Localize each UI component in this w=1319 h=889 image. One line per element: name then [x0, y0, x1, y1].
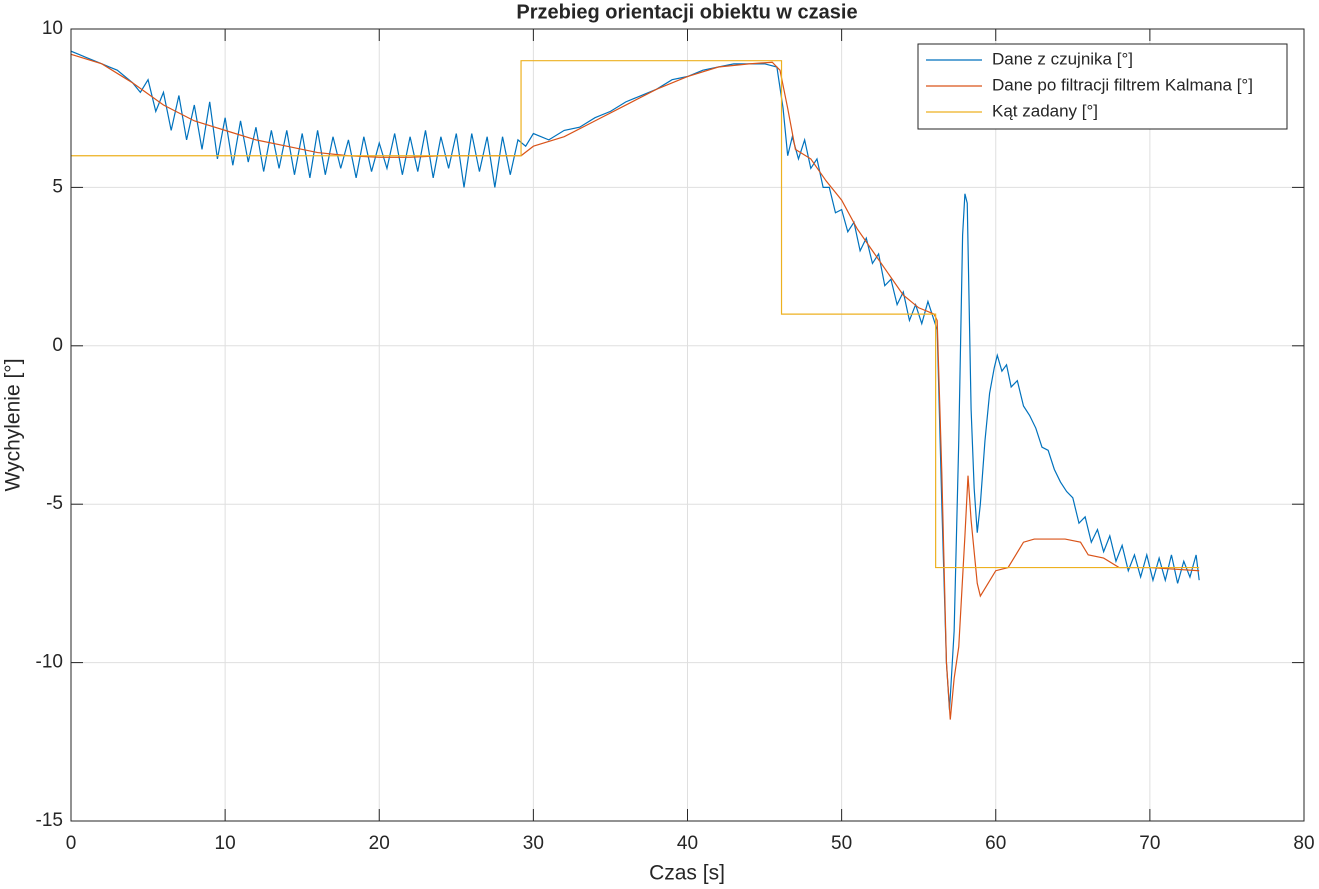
x-tick-label: 40: [677, 833, 698, 854]
x-tick-label: 30: [523, 833, 544, 854]
chart-title: Przebieg orientacji obiektu w czasie: [516, 1, 857, 23]
series-line: [70, 50, 1200, 711]
x-tick-label: 70: [1139, 833, 1160, 854]
y-tick-label: 10: [42, 18, 63, 39]
x-tick-label: 10: [215, 833, 236, 854]
y-tick-label: 0: [52, 335, 63, 356]
x-axis-label: Czas [s]: [649, 862, 725, 885]
series-line: [71, 60, 1200, 569]
legend-label: Dane z czujnika [°]: [992, 49, 1133, 68]
x-tick-label: 80: [1293, 833, 1314, 854]
x-tick-label: 50: [831, 833, 852, 854]
series-line: [70, 53, 1200, 720]
x-tick-label: 0: [66, 833, 77, 854]
plot-lines: [70, 50, 1200, 720]
y-axis-label: Wychylenie [°]: [2, 358, 25, 491]
y-tick-label: 5: [52, 176, 63, 197]
y-tick-label: -5: [46, 493, 63, 514]
grid: [70, 28, 1305, 822]
x-tick-label: 20: [369, 833, 390, 854]
legend-label: Dane po filtracji filtrem Kalmana [°]: [992, 75, 1253, 94]
y-tick-label: -10: [36, 652, 63, 673]
x-tick-label: 60: [985, 833, 1006, 854]
legend: Dane z czujnika [°] Dane po filtracji fil…: [917, 43, 1288, 130]
y-tick-label: -15: [36, 810, 63, 831]
legend-label: Kąt zadany [°]: [992, 101, 1098, 120]
